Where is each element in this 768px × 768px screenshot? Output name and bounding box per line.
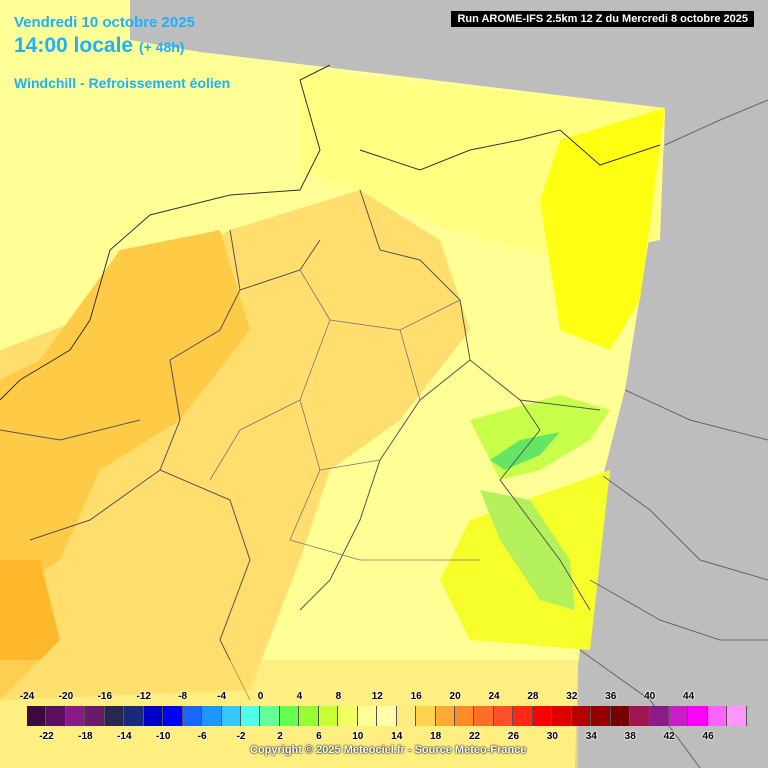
legend-swatch [163,706,183,726]
legend-bottom-label: 6 [316,731,322,742]
legend-swatch [124,706,144,726]
legend-swatch [202,706,222,726]
legend-swatch [591,706,611,726]
legend-top-label: 16 [410,691,422,702]
outside-borders [579,99,768,768]
legend-bottom-label: -6 [197,731,207,742]
legend-swatch [688,706,708,726]
legend-swatch [377,706,397,726]
forecast-date: Vendredi 10 octobre 2025 [14,14,195,31]
legend-swatch [435,706,455,726]
legend-bottom-label: 14 [391,731,403,742]
legend-swatch [85,706,105,726]
legend-bottom-label: -18 [78,731,93,742]
legend-top-label: 40 [644,691,656,702]
legend-swatch [338,706,358,726]
legend-swatch [474,706,494,726]
coastline [0,64,661,401]
forecast-hour: 14:00 locale (+ 48h) [14,34,184,58]
legend-swatch [454,706,475,726]
legend-swatch [357,706,378,726]
zone-bright-yellow [540,108,665,350]
legend-swatch [299,706,319,726]
legend-bottom-label: 10 [352,731,364,742]
legend-top-label: 12 [371,691,383,702]
legend-bottom-label: 22 [469,731,481,742]
legend-bottom-label: 42 [663,731,675,742]
legend-swatch [727,706,747,726]
legend-swatch [260,706,280,726]
legend-swatch [630,706,650,726]
zone-cool-forest [480,490,575,610]
legend-swatch [610,706,631,726]
legend-swatch [396,706,417,726]
parameter-title: Windchill - Refroissement éolien [14,75,231,91]
legend-swatch [513,706,533,726]
legend-top-label: 36 [605,691,617,702]
legend-top-label: 20 [449,691,461,702]
copyright: Copyright © 2025 Meteociel.fr - Source M… [250,744,527,756]
legend-bottom-label: 30 [546,731,558,742]
legend-swatch [649,706,669,726]
legend-bottom-label: -22 [39,731,54,742]
legend-bottom-label: 38 [624,731,636,742]
legend-top-label: -8 [178,691,188,702]
legend-top-label: -24 [19,691,35,702]
zone-green-ridge [490,432,560,470]
legend-bottom-label: 34 [585,731,597,742]
legend-swatch [532,706,553,726]
legend-bottom-label: 2 [277,731,283,742]
legend-top-label: -20 [58,691,74,702]
lead-time: (+ 48h) [138,39,185,55]
legend-top-label: -4 [217,691,227,702]
legend-bottom-label: 46 [702,731,714,742]
legend-top-label: 32 [566,691,578,702]
legend-bottom-label: -14 [117,731,132,742]
legend-top-label: 0 [257,691,264,702]
color-scale-legend [27,706,747,726]
legend-swatch [571,706,592,726]
legend-bottom-label: 18 [430,731,442,742]
legend-swatch [240,706,261,726]
legend-swatch [221,706,241,726]
legend-swatch [318,706,339,726]
legend-swatch [707,706,728,726]
legend-bottom-label: -10 [155,731,171,742]
legend-swatch [552,706,572,726]
region-borders [209,269,480,561]
hour-label: 14:00 locale [14,34,134,57]
legend-bottom-label: 26 [507,731,520,742]
legend-swatch [27,706,47,726]
legend-top-label: 8 [335,691,342,702]
legend-top-label: -16 [97,691,113,702]
legend-top-label: -12 [136,691,151,702]
run-info: Run AROME-IFS 2.5km 12 Z du Mercredi 8 o… [451,11,754,27]
legend-swatch [143,706,164,726]
legend-top-label: 24 [488,691,500,702]
legend-swatch [46,706,66,726]
legend-swatch [182,706,203,726]
legend-top-label: 28 [527,691,539,702]
legend-swatch [493,706,514,726]
legend-swatch [65,706,86,726]
legend-bottom-label: -2 [236,731,246,742]
legend-swatch [416,706,436,726]
legend-swatch [668,706,689,726]
legend-top-label: 44 [683,691,695,702]
zone-orange-west [0,230,250,600]
legend-swatch [104,706,125,726]
legend-top-label: 4 [296,691,303,702]
legend-swatch [279,706,300,726]
